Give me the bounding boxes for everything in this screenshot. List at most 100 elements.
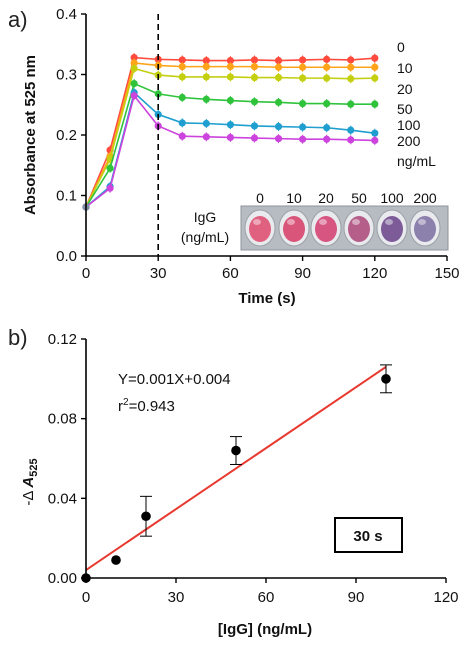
y-label-subscript: 525 bbox=[28, 458, 40, 476]
data-point bbox=[202, 63, 210, 71]
y-tick-label: 0.4 bbox=[56, 6, 77, 23]
inset-well-label: 0 bbox=[256, 190, 264, 206]
x-tick-label: 90 bbox=[348, 589, 365, 606]
data-point bbox=[106, 164, 114, 172]
data-point bbox=[178, 63, 186, 71]
panel-a-y-ticks: 0.0 0.1 0.2 0.3 0.4 bbox=[56, 6, 86, 265]
x-tick-label: 120 bbox=[362, 265, 387, 282]
well-highlight bbox=[287, 219, 295, 225]
x-tick-label: 150 bbox=[434, 265, 459, 282]
panel-a-x-ticks: 0 30 60 90 120 150 bbox=[82, 256, 460, 282]
data-point bbox=[250, 56, 259, 64]
x-tick-label: 60 bbox=[222, 265, 239, 282]
data-point bbox=[178, 56, 186, 64]
data-point bbox=[202, 95, 210, 103]
legend-item-200: 200 bbox=[397, 133, 421, 149]
x-tick-label: 0 bbox=[82, 265, 90, 282]
data-point bbox=[231, 445, 241, 456]
legend-item-100: 100 bbox=[397, 117, 421, 133]
well-solution bbox=[315, 216, 337, 242]
data-point bbox=[274, 135, 283, 143]
data-point bbox=[130, 53, 138, 62]
data-point bbox=[371, 129, 379, 137]
y-label-prefix: -Δ bbox=[20, 491, 37, 506]
x-tick-label: 30 bbox=[150, 265, 167, 282]
panel-b-y-ticks: 0.00 0.04 0.08 0.12 bbox=[48, 331, 86, 587]
x-tick-label: 120 bbox=[433, 589, 458, 606]
inset-well-label: 20 bbox=[318, 190, 334, 206]
data-point bbox=[299, 99, 307, 108]
data-point bbox=[226, 121, 234, 129]
data-point bbox=[323, 124, 331, 132]
data-point bbox=[347, 75, 355, 83]
inset-photo: IgG (ng/mL) 0 10 20 50 100 200 bbox=[181, 190, 449, 251]
well-solution bbox=[381, 216, 403, 242]
data-point bbox=[299, 135, 307, 143]
data-point bbox=[347, 56, 355, 64]
data-point bbox=[250, 73, 259, 82]
panel-b-x-axis-label: [IgG] (ng/mL) bbox=[218, 621, 312, 638]
time-box-frame bbox=[334, 517, 403, 553]
inset-well-labels: 0 10 20 50 100 200 bbox=[256, 190, 437, 206]
well-solution bbox=[249, 216, 271, 242]
data-point bbox=[274, 56, 283, 65]
well-highlight bbox=[319, 219, 327, 225]
well-solution bbox=[348, 216, 370, 242]
panel-a-label: a) bbox=[8, 7, 28, 32]
data-point bbox=[299, 63, 307, 71]
panel-a: a) 0 30 60 90 120 150 0.0 0.1 0.2 0.3 0.4 Time (s… bbox=[8, 6, 460, 307]
data-point bbox=[226, 96, 234, 105]
r-squared-superscript: 2 bbox=[123, 397, 129, 408]
data-point bbox=[202, 119, 210, 128]
data-point bbox=[250, 134, 259, 142]
data-point bbox=[274, 73, 283, 82]
data-point bbox=[226, 56, 234, 65]
y-tick-label: 0.3 bbox=[56, 67, 77, 84]
data-point bbox=[323, 99, 331, 108]
data-point bbox=[323, 55, 331, 63]
legend-item-0: 0 bbox=[397, 39, 405, 55]
data-point bbox=[347, 126, 355, 134]
panel-b-points bbox=[81, 364, 392, 583]
data-point bbox=[154, 90, 162, 98]
well-highlight bbox=[385, 219, 393, 225]
fit-line bbox=[85, 366, 387, 571]
data-point bbox=[111, 555, 121, 565]
inset-well-label: 100 bbox=[380, 190, 404, 206]
data-point bbox=[178, 119, 186, 127]
data-point bbox=[226, 73, 234, 81]
x-tick-label: 60 bbox=[258, 589, 275, 606]
panel-a-series bbox=[82, 53, 379, 211]
y-tick-label: 0.12 bbox=[48, 331, 77, 348]
data-point bbox=[202, 73, 210, 81]
inset-well-label: 50 bbox=[351, 190, 367, 206]
data-point bbox=[274, 122, 283, 131]
well-solution bbox=[414, 216, 436, 242]
legend-item-50: 50 bbox=[397, 101, 413, 117]
inset-well-label: 200 bbox=[413, 190, 437, 206]
inset-label-igg: IgG bbox=[194, 209, 217, 225]
data-point bbox=[299, 56, 307, 64]
y-tick-label: 0.2 bbox=[56, 127, 77, 144]
data-point bbox=[371, 74, 379, 82]
fit-equation: Y=0.001X+0.004 bbox=[118, 371, 231, 388]
y-tick-label: 0.04 bbox=[48, 490, 77, 507]
data-point bbox=[130, 92, 138, 100]
x-tick-label: 90 bbox=[294, 265, 311, 282]
y-tick-label: 0.08 bbox=[48, 411, 77, 428]
well-highlight bbox=[253, 219, 261, 225]
data-point bbox=[130, 79, 138, 88]
data-point bbox=[347, 100, 355, 108]
well-highlight bbox=[352, 219, 360, 225]
data-point bbox=[371, 63, 379, 71]
y-label-main: A bbox=[20, 477, 37, 489]
data-point bbox=[347, 63, 355, 71]
data-point bbox=[130, 59, 138, 67]
data-point bbox=[226, 63, 234, 71]
legend-item-10: 10 bbox=[397, 60, 413, 76]
data-point bbox=[202, 56, 210, 65]
data-point bbox=[381, 374, 391, 384]
data-point bbox=[226, 133, 234, 142]
